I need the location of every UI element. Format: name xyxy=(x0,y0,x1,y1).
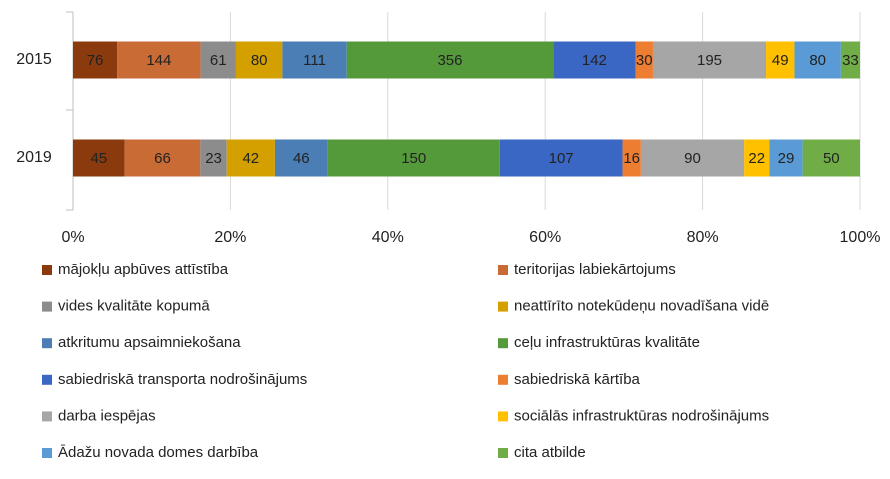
data-label: 111 xyxy=(303,52,326,69)
legend-swatch xyxy=(42,338,52,349)
bar-segment xyxy=(124,139,201,177)
bar-segment xyxy=(282,41,347,79)
bar-segment xyxy=(840,41,860,79)
legend-swatch xyxy=(42,374,52,385)
data-label: 195 xyxy=(697,52,722,69)
data-label: 46 xyxy=(293,150,310,167)
legend-swatch xyxy=(498,374,508,385)
bar-segment xyxy=(499,139,623,177)
bar-segment xyxy=(802,139,860,177)
bar-segment xyxy=(769,139,803,177)
data-label: 66 xyxy=(154,150,171,167)
bar-segment xyxy=(73,139,125,177)
legend-swatch xyxy=(42,265,52,275)
data-label: 30 xyxy=(636,52,653,69)
bar-segment xyxy=(640,139,745,177)
data-label: 49 xyxy=(772,52,789,69)
bar-segment xyxy=(622,139,641,177)
legend-swatch xyxy=(42,301,52,312)
legend-swatch xyxy=(498,411,508,422)
legend-label: sabiedriskā transporta nodrošinājums xyxy=(58,371,307,388)
data-label: 80 xyxy=(809,52,826,69)
legend-swatch xyxy=(498,301,508,312)
data-label: 76 xyxy=(87,52,104,69)
y-tick-label: 2015 xyxy=(16,51,52,68)
data-label: 50 xyxy=(823,150,840,167)
bar-segment xyxy=(766,41,795,79)
data-label: 144 xyxy=(146,52,171,69)
bar-segment xyxy=(274,139,328,177)
x-tick-label: 80% xyxy=(687,229,719,246)
data-label: 29 xyxy=(778,150,795,167)
legend-label: vides kvalitāte kopumā xyxy=(58,298,210,315)
x-tick-label: 0% xyxy=(61,229,84,246)
legend-swatch xyxy=(42,411,52,422)
bar-segment xyxy=(200,41,236,79)
data-label: 22 xyxy=(748,150,765,167)
x-tick-label: 20% xyxy=(214,229,246,246)
data-label: 45 xyxy=(90,150,107,167)
bar-segment xyxy=(73,41,118,79)
legend-label: mājokļu apbūves attīstība xyxy=(58,261,229,278)
legend-swatch xyxy=(498,448,508,458)
legend-label: cita atbilde xyxy=(514,444,586,461)
y-tick-label: 2019 xyxy=(16,149,52,166)
data-label: 16 xyxy=(623,150,640,167)
legend-label: ceļu infrastruktūras kvalitāte xyxy=(514,334,700,351)
data-label: 42 xyxy=(242,150,259,167)
bar-segment xyxy=(200,139,227,177)
data-label: 23 xyxy=(205,150,222,167)
bar-segment xyxy=(652,41,767,79)
bar-segment xyxy=(117,41,201,79)
x-tick-label: 40% xyxy=(372,229,404,246)
bar-segment xyxy=(744,139,770,177)
legend-swatch xyxy=(498,338,508,349)
bar-segment xyxy=(635,41,653,79)
data-label: 90 xyxy=(684,150,701,167)
bar-segment xyxy=(346,41,554,79)
legend-swatch xyxy=(42,448,52,458)
x-tick-label: 60% xyxy=(529,229,561,246)
legend-label: neattīrīto notekūdeņu novadīšana vidē xyxy=(514,298,769,315)
bar-segment xyxy=(226,139,275,177)
data-label: 150 xyxy=(401,150,426,167)
legend-label: atkritumu apsaimniekošana xyxy=(58,334,241,351)
bar-segment xyxy=(794,41,841,79)
legend-label: Ādažu novada domes darbība xyxy=(58,444,259,461)
data-label: 356 xyxy=(437,52,462,69)
data-label: 33 xyxy=(842,52,859,69)
data-label: 80 xyxy=(251,52,268,69)
data-label: 142 xyxy=(582,52,607,69)
bar-segment xyxy=(553,41,636,79)
legend-label: sociālās infrastruktūras nodrošinājums xyxy=(514,407,769,424)
bar-segment xyxy=(235,41,283,79)
data-label: 107 xyxy=(549,150,574,167)
x-tick-label: 100% xyxy=(840,229,881,246)
bar-segment xyxy=(327,139,500,177)
legend-label: darba iespējas xyxy=(58,407,156,424)
data-label: 61 xyxy=(210,52,227,69)
legend-label: teritorijas labiekārtojums xyxy=(514,261,676,278)
legend-swatch xyxy=(498,265,508,275)
legend-label: sabiedriskā kārtība xyxy=(514,371,641,388)
